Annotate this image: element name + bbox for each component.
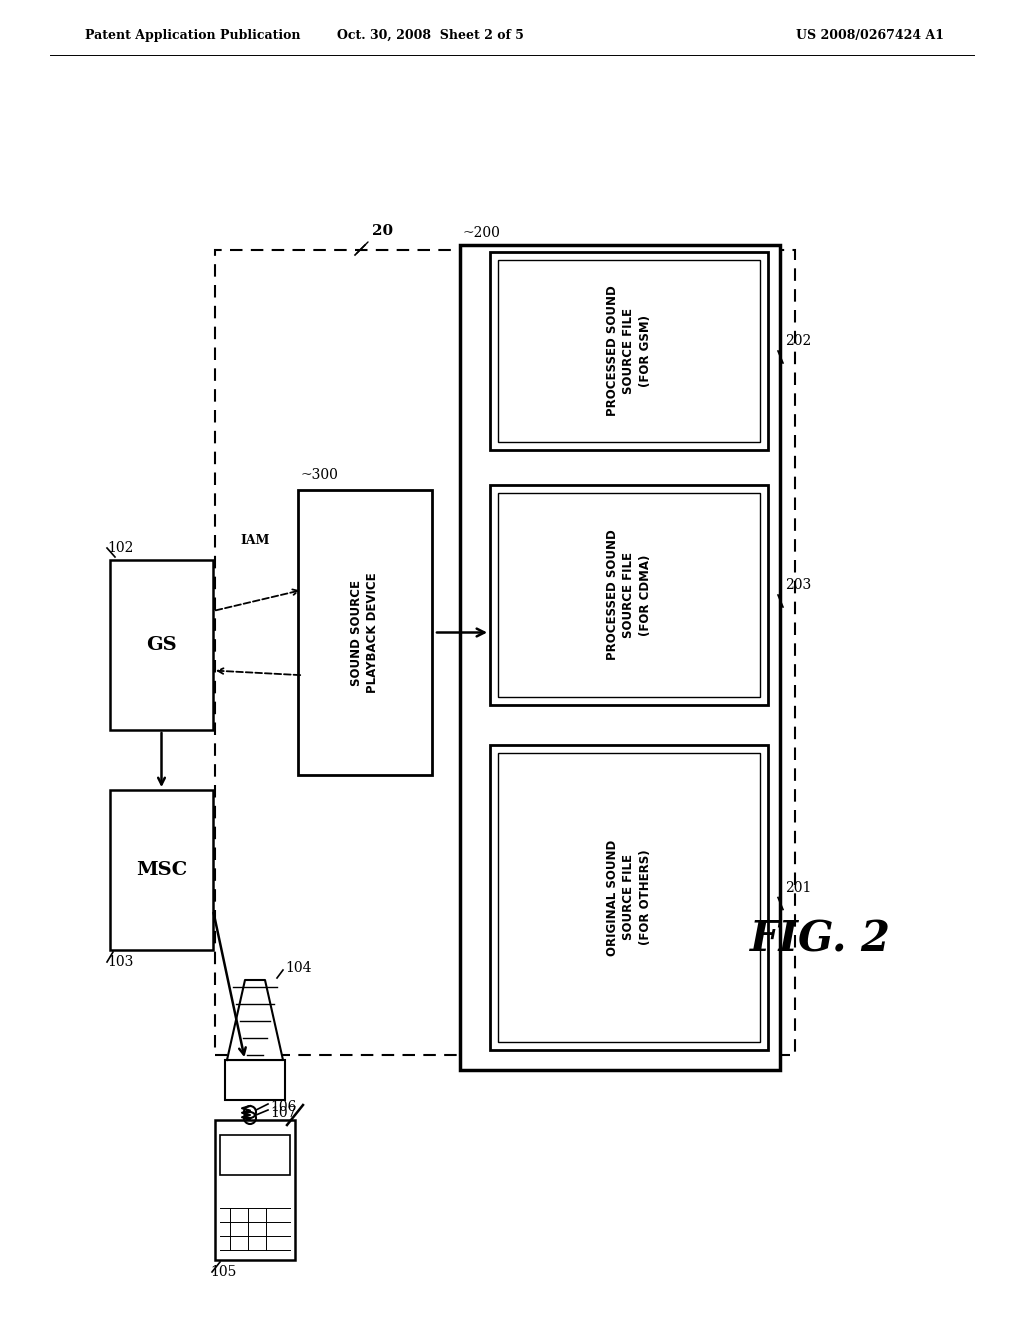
Text: 102: 102 <box>106 541 133 554</box>
Text: Patent Application Publication: Patent Application Publication <box>85 29 300 41</box>
Text: FIG. 2: FIG. 2 <box>750 919 891 961</box>
Bar <box>225 1060 285 1100</box>
Text: SOUND SOURCE
PLAYBACK DEVICE: SOUND SOURCE PLAYBACK DEVICE <box>350 572 380 693</box>
Bar <box>498 260 760 442</box>
Text: 201: 201 <box>785 880 811 895</box>
Text: US 2008/0267424 A1: US 2008/0267424 A1 <box>796 29 944 41</box>
Bar <box>498 492 760 697</box>
Text: 107: 107 <box>270 1106 297 1119</box>
Bar <box>215 1119 295 1261</box>
Text: ~300: ~300 <box>300 469 338 482</box>
Text: IAM: IAM <box>241 533 270 546</box>
Bar <box>490 484 768 705</box>
Text: PROCESSED SOUND
SOURCE FILE
(FOR GSM): PROCESSED SOUND SOURCE FILE (FOR GSM) <box>606 285 651 416</box>
Text: PROCESSED SOUND
SOURCE FILE
(FOR CDMA): PROCESSED SOUND SOURCE FILE (FOR CDMA) <box>606 529 651 660</box>
Text: 103: 103 <box>106 954 133 969</box>
Text: ORIGINAL SOUND
SOURCE FILE
(FOR OTHERS): ORIGINAL SOUND SOURCE FILE (FOR OTHERS) <box>606 840 651 956</box>
Text: MSC: MSC <box>136 861 187 879</box>
Text: 203: 203 <box>785 578 811 591</box>
Text: GS: GS <box>146 636 177 653</box>
Bar <box>498 752 760 1041</box>
Bar <box>460 246 780 1071</box>
Text: 106: 106 <box>270 1100 296 1114</box>
Bar <box>298 490 432 775</box>
Text: 104: 104 <box>285 961 311 975</box>
Polygon shape <box>227 979 283 1060</box>
Text: Oct. 30, 2008  Sheet 2 of 5: Oct. 30, 2008 Sheet 2 of 5 <box>337 29 523 41</box>
Text: 202: 202 <box>785 334 811 348</box>
Text: ~200: ~200 <box>462 226 500 240</box>
Text: 105: 105 <box>210 1265 237 1279</box>
Bar <box>215 249 795 1055</box>
Bar <box>490 744 768 1049</box>
Bar <box>110 560 213 730</box>
Bar <box>110 789 213 950</box>
Text: 20: 20 <box>372 224 393 238</box>
Bar <box>490 252 768 450</box>
Bar <box>220 1135 290 1175</box>
